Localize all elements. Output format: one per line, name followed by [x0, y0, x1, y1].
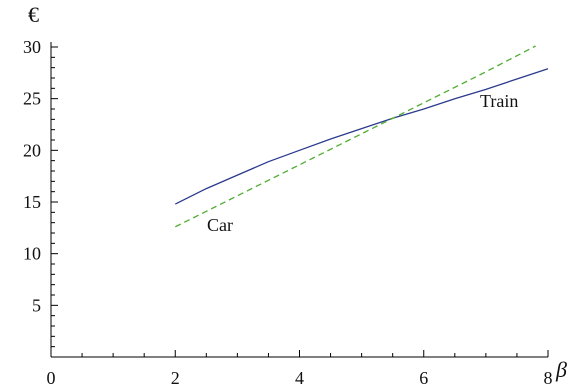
car-series-label: Car	[207, 215, 233, 235]
y-tick-label: 20	[23, 140, 41, 160]
x-tick-label: 0	[47, 368, 56, 388]
y-ticks: 5 10 15 20 25 30	[23, 37, 58, 348]
x-ticks: 0 2 4 6 8	[47, 350, 553, 388]
x-tick-label: 2	[171, 368, 180, 388]
train-series-label: Train	[480, 91, 518, 111]
y-tick-label: 30	[23, 37, 41, 57]
y-tick-label: 15	[23, 192, 41, 212]
y-tick-label: 25	[23, 89, 41, 109]
train-series-line	[175, 68, 549, 205]
y-tick-label: 5	[32, 295, 41, 315]
car-series-line	[175, 45, 536, 228]
x-tick-label: 4	[295, 368, 304, 388]
x-axis: 0 2 4 6 8 β	[47, 350, 567, 388]
y-axis-symbol: €	[28, 2, 39, 27]
y-axis: 5 10 15 20 25 30 €	[23, 2, 58, 357]
series-layer	[175, 45, 549, 228]
x-tick-label: 8	[544, 368, 553, 388]
series-annotations: Train Car	[207, 91, 518, 235]
x-axis-symbol: β	[555, 357, 567, 382]
y-tick-label: 10	[23, 244, 41, 264]
x-tick-label: 6	[419, 368, 428, 388]
